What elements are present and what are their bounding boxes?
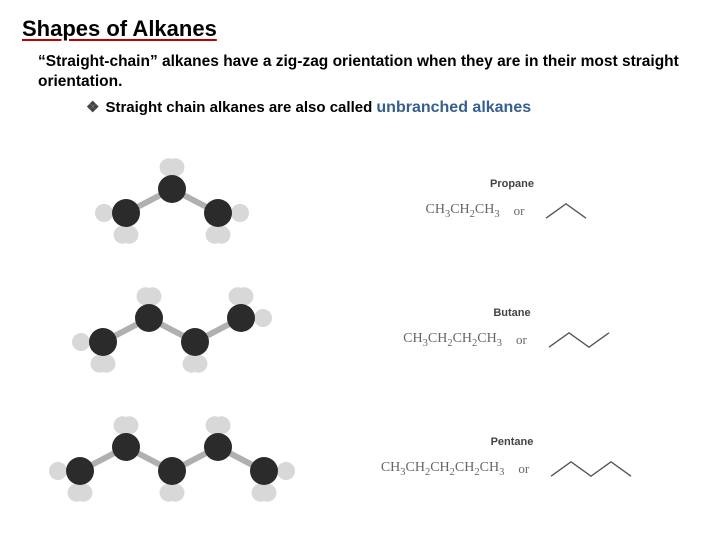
zigzag-icon	[543, 456, 643, 482]
molecule-row: Propane CH3CH2CH3 or	[22, 139, 698, 264]
condensed-formula: CH3CH2CH2CH3	[403, 331, 502, 349]
slide: Shapes of Alkanes “Straight-chain” alkan…	[0, 0, 720, 540]
model-cell	[22, 268, 342, 393]
bullet-line: ❖Straight chain alkanes are also called …	[22, 98, 698, 117]
bullet-text: Straight chain alkanes are also called	[105, 99, 376, 116]
slide-subtitle: “Straight-chain” alkanes have a zig-zag …	[22, 52, 698, 92]
or-text: or	[514, 203, 525, 219]
molecule-name: Butane	[493, 307, 530, 319]
or-text: or	[518, 461, 529, 477]
unbranched-term: unbranched alkanes	[376, 99, 531, 116]
zigzag-icon	[541, 327, 621, 353]
molecule-name: Pentane	[491, 436, 534, 448]
bullet-icon: ❖	[86, 99, 99, 116]
molecule-name: Propane	[490, 178, 534, 190]
slide-title: Shapes of Alkanes	[22, 16, 698, 42]
formula-line: CH3CH2CH3 or	[426, 198, 599, 224]
label-cell: Propane CH3CH2CH3 or	[342, 178, 682, 224]
molecule-row: Butane CH3CH2CH2CH3 or	[22, 268, 698, 393]
molecule-3d-icon	[53, 270, 311, 390]
formula-line: CH3CH2CH2CH2CH3 or	[381, 456, 643, 482]
model-cell	[22, 397, 342, 522]
label-cell: Pentane CH3CH2CH2CH2CH3 or	[342, 436, 682, 482]
molecule-rows: Propane CH3CH2CH3 or Butane CH3CH2CH2CH3…	[22, 139, 698, 522]
condensed-formula: CH3CH2CH3	[426, 202, 500, 220]
molecule-row: Pentane CH3CH2CH2CH2CH3 or	[22, 397, 698, 522]
or-text: or	[516, 332, 527, 348]
condensed-formula: CH3CH2CH2CH2CH3	[381, 460, 505, 478]
molecule-3d-icon	[76, 141, 288, 261]
molecule-3d-icon	[30, 399, 334, 519]
zigzag-icon	[538, 198, 598, 224]
formula-line: CH3CH2CH2CH3 or	[403, 327, 621, 353]
label-cell: Butane CH3CH2CH2CH3 or	[342, 307, 682, 353]
model-cell	[22, 139, 342, 264]
